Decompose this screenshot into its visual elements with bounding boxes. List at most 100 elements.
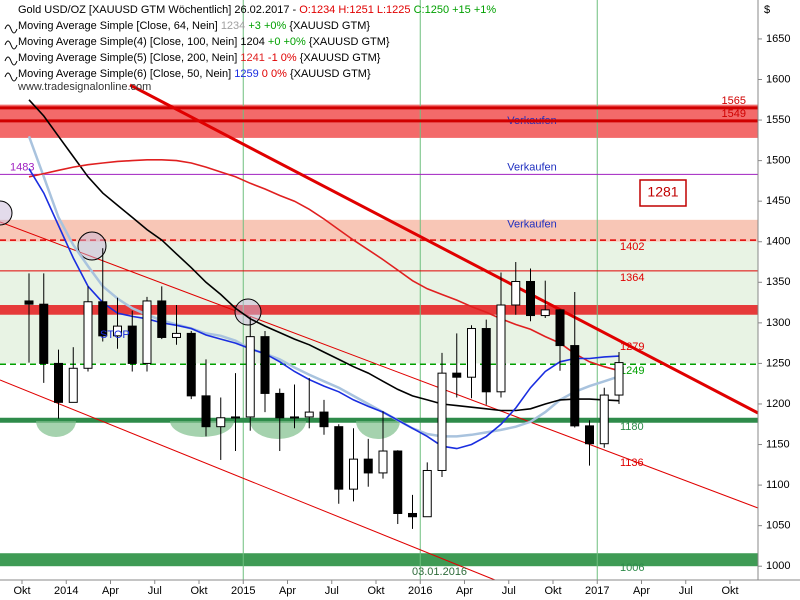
candle-body bbox=[157, 300, 167, 338]
x-tick-label: Apr bbox=[633, 585, 650, 597]
candle-body bbox=[24, 300, 34, 305]
candle-body bbox=[614, 362, 624, 396]
support-mark bbox=[356, 421, 400, 439]
x-tick-label: Apr bbox=[279, 585, 296, 597]
x-tick-label: Okt bbox=[367, 585, 384, 597]
candle-body bbox=[437, 372, 447, 471]
marker-circle bbox=[77, 231, 107, 261]
candle-body bbox=[378, 450, 388, 474]
legend-last: 1259 bbox=[234, 68, 258, 80]
candle-body bbox=[290, 416, 299, 419]
y-tick-label: 1100 bbox=[766, 479, 790, 491]
legend-symbol: {XAUUSD GTM} bbox=[290, 68, 371, 80]
y-tick-label: 1600 bbox=[766, 73, 790, 85]
candle-body bbox=[452, 372, 462, 378]
y-tick-label: 1300 bbox=[766, 317, 790, 329]
candle-body bbox=[201, 395, 211, 428]
y-tick-label: 1000 bbox=[766, 560, 790, 572]
candle-body bbox=[231, 416, 240, 419]
legend-last: 1234 bbox=[221, 20, 245, 32]
header-title: Gold USD/OZ [XAUUSD GTM Wöchentlich] 26.… bbox=[18, 4, 296, 16]
zone-label: Verkaufen bbox=[507, 219, 557, 231]
header-line: Gold USD/OZ [XAUUSD GTM Wöchentlich] 26.… bbox=[18, 4, 496, 16]
x-tick-label: 2014 bbox=[54, 585, 78, 597]
legend-icon bbox=[4, 40, 18, 50]
annotation: 1281 bbox=[647, 184, 678, 200]
y-tick-label: 1450 bbox=[766, 195, 790, 207]
header: Gold USD/OZ [XAUUSD GTM Wöchentlich] 26.… bbox=[18, 4, 496, 16]
level-label: 1402 bbox=[620, 241, 644, 253]
candle-body bbox=[54, 362, 63, 403]
candle-body bbox=[113, 325, 122, 337]
candle-body bbox=[216, 417, 226, 428]
legend-name: Moving Average Simple(6) [Close, 50, Nei… bbox=[18, 68, 231, 80]
level-label: 1549 bbox=[722, 108, 746, 120]
legend-entry: Moving Average Simple [Close, 64, Nein] … bbox=[18, 20, 370, 32]
legend-last: 1241 bbox=[240, 52, 264, 64]
grid: 1000 1050 1100 1150 1200 1250 1300 1350 1400 1450… bbox=[13, 0, 790, 597]
header-ohlc: O:1234 H:1251 L:1225 bbox=[299, 4, 410, 16]
x-tick-label: Jul bbox=[148, 585, 162, 597]
x-tick-label: Apr bbox=[456, 585, 473, 597]
trend-lines bbox=[0, 83, 759, 581]
marker-circle bbox=[0, 200, 13, 226]
y-tick-label: 1150 bbox=[766, 438, 790, 450]
candle-body bbox=[98, 301, 108, 337]
x-tick-label: Okt bbox=[13, 585, 30, 597]
channel-line bbox=[0, 379, 496, 581]
levels: 156515491483Verkaufen1402136412791249118… bbox=[0, 95, 758, 574]
x-tick-label: Apr bbox=[102, 585, 119, 597]
ma-lines bbox=[27, 99, 620, 450]
support-mark bbox=[250, 421, 306, 439]
candle-body bbox=[260, 336, 270, 394]
y-tick-label: 1650 bbox=[766, 33, 790, 45]
x-tick-label: Okt bbox=[721, 585, 738, 597]
level-label: 1006 bbox=[620, 562, 644, 574]
candle-body bbox=[422, 469, 432, 518]
legend-icon bbox=[4, 56, 18, 66]
zone bbox=[0, 553, 758, 567]
annotation-box bbox=[639, 179, 687, 207]
legend-last: 1204 bbox=[240, 36, 264, 48]
level-label: 1565 bbox=[722, 95, 746, 107]
x-tick-label: Jul bbox=[325, 585, 339, 597]
candle-body bbox=[83, 301, 93, 369]
legend-name: Moving Average Simple(4) [Close, 100, Ne… bbox=[18, 36, 237, 48]
legend-icon bbox=[4, 24, 18, 34]
x-tick-label: 2015 bbox=[231, 585, 255, 597]
currency: $ bbox=[764, 4, 770, 16]
level-label: 1136 bbox=[620, 457, 644, 469]
candle-body bbox=[526, 280, 535, 317]
candle-body bbox=[127, 325, 137, 364]
level-label: 1180 bbox=[620, 421, 644, 433]
candle-body bbox=[68, 367, 78, 403]
x-tick-label: Jul bbox=[502, 585, 516, 597]
header-close: C:1250 +15 +1% bbox=[414, 4, 497, 16]
legend-change: 0 0% bbox=[262, 68, 287, 80]
candle-body bbox=[408, 512, 417, 518]
legend-icon bbox=[4, 72, 18, 82]
candle-body bbox=[186, 332, 196, 397]
level-note: Verkaufen bbox=[507, 161, 557, 173]
legend-entry: Moving Average Simple(5) [Close, 200, Ne… bbox=[18, 52, 381, 64]
candle-body bbox=[496, 304, 506, 393]
channel-line bbox=[0, 221, 759, 509]
y-tick-label: 1350 bbox=[766, 276, 790, 288]
legend-entry: Moving Average Simple(4) [Close, 100, Ne… bbox=[18, 36, 390, 48]
candle-body bbox=[363, 458, 373, 474]
candle-body bbox=[585, 425, 594, 445]
legend-symbol: {XAUUSD GTM} bbox=[300, 52, 381, 64]
y-tick-label: 1050 bbox=[766, 520, 790, 532]
candle-body bbox=[39, 303, 49, 364]
candle-body bbox=[275, 392, 285, 419]
candle-body bbox=[393, 450, 403, 514]
x-tick-label: Okt bbox=[190, 585, 207, 597]
candle-body bbox=[334, 426, 344, 490]
ma-line bbox=[27, 135, 620, 438]
x-tick-label: 2017 bbox=[585, 585, 609, 597]
level-label: 1364 bbox=[620, 272, 644, 284]
support-mark bbox=[36, 421, 76, 437]
candle-body bbox=[511, 280, 521, 306]
x-tick-label: Jul bbox=[679, 585, 693, 597]
